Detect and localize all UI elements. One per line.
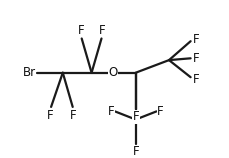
Text: F: F xyxy=(77,24,84,37)
Text: O: O xyxy=(108,66,117,79)
Text: F: F xyxy=(47,109,53,122)
Text: F: F xyxy=(70,109,76,122)
Text: F: F xyxy=(157,105,163,118)
Text: F: F xyxy=(192,52,199,65)
Text: F: F xyxy=(132,110,138,123)
Text: F: F xyxy=(132,145,138,158)
Text: F: F xyxy=(192,73,199,85)
Text: Br: Br xyxy=(23,66,36,79)
Text: F: F xyxy=(107,105,114,118)
Text: F: F xyxy=(192,33,199,46)
Text: F: F xyxy=(99,24,105,37)
